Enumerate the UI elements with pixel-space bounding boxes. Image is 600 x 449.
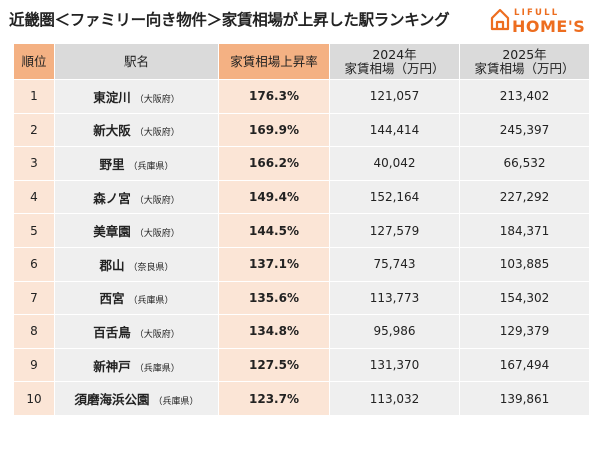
station-name: 新大阪 <box>93 123 131 139</box>
rank-cell: 7 <box>13 280 55 316</box>
table-row: 9 新神戸 （兵庫県） 127.5% 131,370 167,494 <box>13 347 590 383</box>
price-2025-cell: 227,292 <box>459 179 590 215</box>
header-price-2024: 2024年 家賃相場（万円） <box>329 43 460 80</box>
station-name: 郡山 <box>99 257 125 273</box>
station-cell: 百舌鳥 （大阪府） <box>54 314 219 349</box>
ranking-table: 順位 駅名 家賃相場上昇率 2024年 家賃相場（万円） 2025年 家賃相場（… <box>13 43 590 416</box>
header-rise-rate: 家賃相場上昇率 <box>218 43 330 80</box>
header-price-2025-year: 2025年 <box>502 46 547 62</box>
station-name: 百舌鳥 <box>93 324 131 340</box>
station-cell: 野里 （兵庫県） <box>54 146 219 181</box>
station-name: 新神戸 <box>93 358 131 374</box>
house-icon <box>490 8 510 31</box>
station-cell: 東淀川 （大阪府） <box>54 79 219 114</box>
price-2024-cell: 121,057 <box>329 79 460 114</box>
table-row: 3 野里 （兵庫県） 166.2% 40,042 66,532 <box>13 146 590 181</box>
station-cell: 須磨海浜公園 （兵庫県） <box>54 381 219 416</box>
rank-cell: 6 <box>13 246 55 282</box>
station-name: 森ノ宮 <box>93 190 131 206</box>
price-2024-cell: 127,579 <box>329 213 460 248</box>
rise-rate-cell: 134.8% <box>218 314 330 349</box>
price-2025-cell: 154,302 <box>459 280 590 316</box>
header-rank: 順位 <box>13 43 55 80</box>
page-title: 近畿圏＜ファミリー向き物件＞家賃相場が上昇した駅ランキング <box>9 11 450 29</box>
rank-cell: 4 <box>13 179 55 215</box>
rank-cell: 3 <box>13 146 55 181</box>
station-cell: 森ノ宮 （大阪府） <box>54 179 219 215</box>
price-2025-cell: 103,885 <box>459 246 590 282</box>
price-2025-cell: 167,494 <box>459 347 590 383</box>
station-cell: 新大阪 （大阪府） <box>54 112 219 148</box>
price-2024-cell: 95,986 <box>329 314 460 349</box>
rise-rate-cell: 169.9% <box>218 112 330 148</box>
price-2024-cell: 131,370 <box>329 347 460 383</box>
price-2025-cell: 184,371 <box>459 213 590 248</box>
logo-text-homes: HOME'S <box>512 17 586 36</box>
rank-cell: 5 <box>13 213 55 248</box>
rank-cell: 2 <box>13 112 55 148</box>
rise-rate-cell: 166.2% <box>218 146 330 181</box>
price-2024-cell: 113,032 <box>329 381 460 416</box>
header-price-2024-year: 2024年 <box>372 46 417 62</box>
table-row: 6 郡山 （奈良県） 137.1% 75,743 103,885 <box>13 246 590 282</box>
station-prefecture: （大阪府） <box>134 229 180 240</box>
station-name: 美章園 <box>93 224 131 240</box>
rise-rate-cell: 137.1% <box>218 246 330 282</box>
table-header-row: 順位 駅名 家賃相場上昇率 2024年 家賃相場（万円） 2025年 家賃相場（… <box>13 43 590 80</box>
price-2024-cell: 113,773 <box>329 280 460 316</box>
station-prefecture: （兵庫県） <box>128 161 174 172</box>
station-prefecture: （奈良県） <box>128 262 174 273</box>
station-name: 西宮 <box>99 291 125 307</box>
price-2024-cell: 40,042 <box>329 146 460 181</box>
rank-cell: 9 <box>13 347 55 383</box>
station-name: 須磨海浜公園 <box>74 392 150 408</box>
price-2025-cell: 213,402 <box>459 79 590 114</box>
station-prefecture: （大阪府） <box>134 329 180 340</box>
price-2024-cell: 152,164 <box>329 179 460 215</box>
station-name: 野里 <box>99 156 125 172</box>
rank-cell: 10 <box>13 381 55 416</box>
table-row: 8 百舌鳥 （大阪府） 134.8% 95,986 129,379 <box>13 314 590 349</box>
table-row: 4 森ノ宮 （大阪府） 149.4% 152,164 227,292 <box>13 179 590 215</box>
station-prefecture: （大阪府） <box>134 94 180 105</box>
station-cell: 西宮 （兵庫県） <box>54 280 219 316</box>
rank-cell: 8 <box>13 314 55 349</box>
rise-rate-cell: 123.7% <box>218 381 330 416</box>
table-row: 2 新大阪 （大阪府） 169.9% 144,414 245,397 <box>13 112 590 148</box>
station-prefecture: （兵庫県） <box>128 296 174 307</box>
rank-cell: 1 <box>13 79 55 114</box>
lifull-homes-logo: LIFULL HOME'S <box>490 5 590 39</box>
rise-rate-cell: 135.6% <box>218 280 330 316</box>
station-prefecture: （兵庫県） <box>153 397 199 408</box>
logo-text-lifull: LIFULL <box>514 8 560 18</box>
header-station-name: 駅名 <box>54 43 219 80</box>
header-price-2025-label: 家賃相場（万円） <box>474 60 575 76</box>
price-2025-cell: 66,532 <box>459 146 590 181</box>
header-price-2024-label: 家賃相場（万円） <box>344 60 445 76</box>
table-row: 10 須磨海浜公園 （兵庫県） 123.7% 113,032 139,861 <box>13 381 590 416</box>
rise-rate-cell: 176.3% <box>218 79 330 114</box>
station-prefecture: （大阪府） <box>134 128 180 139</box>
header-price-2025: 2025年 家賃相場（万円） <box>459 43 590 80</box>
price-2025-cell: 139,861 <box>459 381 590 416</box>
price-2024-cell: 144,414 <box>329 112 460 148</box>
station-prefecture: （兵庫県） <box>134 363 180 374</box>
station-prefecture: （大阪府） <box>134 195 180 206</box>
station-name: 東淀川 <box>93 89 131 105</box>
rise-rate-cell: 149.4% <box>218 179 330 215</box>
table-row: 1 東淀川 （大阪府） 176.3% 121,057 213,402 <box>13 79 590 114</box>
table-row: 7 西宮 （兵庫県） 135.6% 113,773 154,302 <box>13 280 590 316</box>
station-cell: 美章園 （大阪府） <box>54 213 219 248</box>
rise-rate-cell: 127.5% <box>218 347 330 383</box>
price-2024-cell: 75,743 <box>329 246 460 282</box>
price-2025-cell: 129,379 <box>459 314 590 349</box>
station-cell: 新神戸 （兵庫県） <box>54 347 219 383</box>
table-row: 5 美章園 （大阪府） 144.5% 127,579 184,371 <box>13 213 590 248</box>
price-2025-cell: 245,397 <box>459 112 590 148</box>
station-cell: 郡山 （奈良県） <box>54 246 219 282</box>
rise-rate-cell: 144.5% <box>218 213 330 248</box>
